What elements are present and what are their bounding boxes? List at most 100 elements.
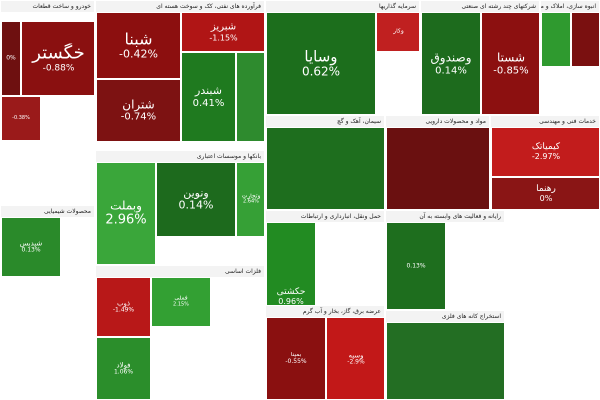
tile-symbol: بمپنا — [290, 352, 302, 359]
sector-label: خدمات فنی و مهندسی — [491, 116, 599, 127]
tile-change: 0.41% — [192, 97, 225, 109]
sector-label: عرضه برق، گاز، بخار و آب گرم — [266, 306, 384, 317]
sector-6: سیمان، آهک و گچ — [265, 115, 385, 210]
tile-change: 0.62% — [301, 64, 341, 79]
tile-text: خگستر -0.88% — [22, 43, 94, 74]
tile-symbol: وصندوق — [430, 51, 472, 65]
sector-label: سرمایه گذاریها — [266, 1, 419, 12]
sector-label: شرکتهای چند رشته ای صنعتی — [421, 1, 539, 12]
sector-5: انبوه سازی، املاک و مستغلات — [540, 0, 600, 115]
stock-tile[interactable]: ونوین 0.14% — [156, 162, 236, 237]
tile-text: وبملت 2.96% — [97, 200, 155, 229]
tile-text: شستا -0.85% — [482, 51, 539, 76]
tile-text: وصندوق 0.14% — [422, 51, 480, 76]
tile-change: -1.49% — [112, 306, 135, 314]
sector-label: سیمان، آهک و گچ — [266, 116, 384, 127]
tile-symbol: رهنما — [536, 184, 556, 195]
sector-label: فرآورده های نفتی، کک و سوخت هسته ای — [96, 1, 264, 12]
tile-text: فولاد 1.06% — [97, 362, 150, 377]
tile-text: شتران -0.74% — [97, 98, 180, 123]
stock-tile[interactable] — [571, 12, 599, 67]
tile-change: 0.96% — [278, 297, 304, 307]
stock-tile[interactable]: 0.13% — [386, 222, 446, 309]
stock-tile[interactable]: وسایا 0.62% — [266, 12, 376, 114]
tile-symbol: شتران — [122, 97, 155, 111]
sector-7: مواد و محصولات دارویی — [385, 115, 490, 210]
stock-tile[interactable]: بمپنا -0.55% — [266, 317, 326, 399]
tile-text: ونوین 0.14% — [157, 187, 235, 212]
tile-text: ذوب -1.49% — [97, 300, 150, 315]
tile-text: بمپنا -0.55% — [267, 352, 325, 366]
stock-tile[interactable]: فولاد 1.06% — [96, 337, 151, 399]
sector-8: خدمات فنی و مهندسی کیمیاتک -2.97% رهنما 0% — [490, 115, 600, 210]
tile-text: 0.13% — [387, 262, 445, 270]
tile-symbol: فولاد — [116, 361, 131, 370]
sector-15: استخراج کانه های فلزی — [385, 310, 505, 400]
sector-3: سرمایه گذاریها وسایا 0.62% وکار — [265, 0, 420, 115]
stock-tile[interactable]: رهنما 0% — [491, 177, 599, 209]
tile-symbol: حکشتی — [276, 286, 306, 297]
tile-symbol: وتجارت — [241, 193, 261, 200]
stock-tile[interactable]: وصندوق 0.14% — [421, 12, 481, 114]
tile-change: -2.97% — [531, 152, 561, 162]
sector-label: محصولات شیمیایی — [1, 206, 94, 217]
stock-tile[interactable] — [386, 322, 504, 399]
stock-tile[interactable]: کیمیاتک -2.97% — [491, 127, 599, 177]
tile-symbol: وکار — [393, 28, 404, 35]
tile-change: -2.9% — [347, 358, 365, 366]
stock-tile[interactable]: شستا -0.85% — [481, 12, 539, 114]
stock-tile[interactable]: وکار — [376, 12, 419, 52]
stock-tile[interactable]: وبملت 2.96% — [96, 162, 156, 264]
tile-text: شبنا -0.42% — [97, 30, 180, 61]
tile-symbol: شبندر — [195, 84, 222, 97]
stock-tile[interactable]: ذوب -1.49% — [96, 277, 151, 337]
tile-symbol: وسایا — [304, 48, 338, 66]
stock-tile[interactable]: -0.38% — [1, 96, 41, 141]
tile-symbol: وسپه — [348, 351, 364, 360]
sector-1: خودرو و ساخت قطعات خگستر -0.88% 0% -0.38% — [0, 0, 95, 205]
tile-change: 2.15% — [173, 301, 189, 308]
tile-symbol: شبریز — [210, 21, 237, 33]
sector-4: شرکتهای چند رشته ای صنعتی وصندوق 0.14% شستا… — [420, 0, 540, 115]
tile-change: -0.55% — [285, 358, 307, 365]
stock-tile[interactable]: شبندر 0.41% — [181, 52, 236, 142]
stock-tile[interactable]: وسپه -2.9% — [326, 317, 384, 399]
tile-change: -0.42% — [119, 47, 158, 61]
stock-tile[interactable] — [386, 127, 489, 209]
tile-symbol: فملی — [174, 295, 188, 302]
sector-label: حمل ونقل، انبارداری و ارتباطات — [266, 211, 384, 222]
tile-change: -0.88% — [42, 63, 75, 74]
tile-text: شپدیس 0.13% — [2, 240, 60, 255]
stock-tile[interactable] — [236, 52, 264, 142]
sector-label: انبوه سازی، املاک و مستغلات — [541, 1, 599, 12]
stock-tile[interactable] — [266, 127, 384, 209]
tile-change: 1.06% — [113, 368, 134, 376]
sector-11: محصولات شیمیایی شپدیس 0.13% — [0, 205, 95, 400]
stock-tile[interactable]: شتران -0.74% — [96, 79, 181, 142]
tile-text: -0.38% — [2, 115, 40, 122]
stock-tile[interactable] — [541, 12, 571, 67]
tile-change: 0% — [6, 54, 16, 62]
stock-tile[interactable]: فملی 2.15% — [151, 277, 211, 327]
tile-change: 0.14% — [178, 198, 214, 212]
stock-tile[interactable]: شبریز -1.15% — [181, 12, 264, 52]
tile-symbol: وبملت — [110, 199, 142, 213]
tile-text: شبریز -1.15% — [182, 21, 264, 43]
sector-14: رایانه و فعالیت های وابسته به آن 0.13% — [385, 210, 505, 310]
sector-label: بانکها و موسسات اعتباری — [96, 151, 264, 162]
tile-text: وتجارت 2.64% — [237, 193, 264, 206]
stock-tile[interactable]: شبنا -0.42% — [96, 12, 181, 79]
tile-text: وسایا 0.62% — [267, 48, 375, 79]
stock-tile[interactable]: خگستر -0.88% — [21, 21, 94, 96]
sector-13: عرضه برق، گاز، بخار و آب گرم بمپنا -0.55% و… — [265, 305, 385, 400]
sector-2: فرآورده های نفتی، کک و سوخت هسته ای شبنا -… — [95, 0, 265, 150]
stock-tile[interactable]: وتجارت 2.64% — [236, 162, 264, 237]
tile-symbol: کیمیاتک — [531, 142, 561, 153]
tile-change: 0% — [539, 194, 553, 204]
sector-label: رایانه و فعالیت های وابسته به آن — [386, 211, 504, 222]
sector-label: فلزات اساسی — [96, 266, 264, 277]
stock-tile[interactable]: شپدیس 0.13% — [1, 217, 61, 277]
tile-text: شبندر 0.41% — [182, 85, 235, 109]
stock-tile[interactable]: 0% — [1, 21, 21, 96]
tile-symbol: ونوین — [183, 186, 209, 199]
